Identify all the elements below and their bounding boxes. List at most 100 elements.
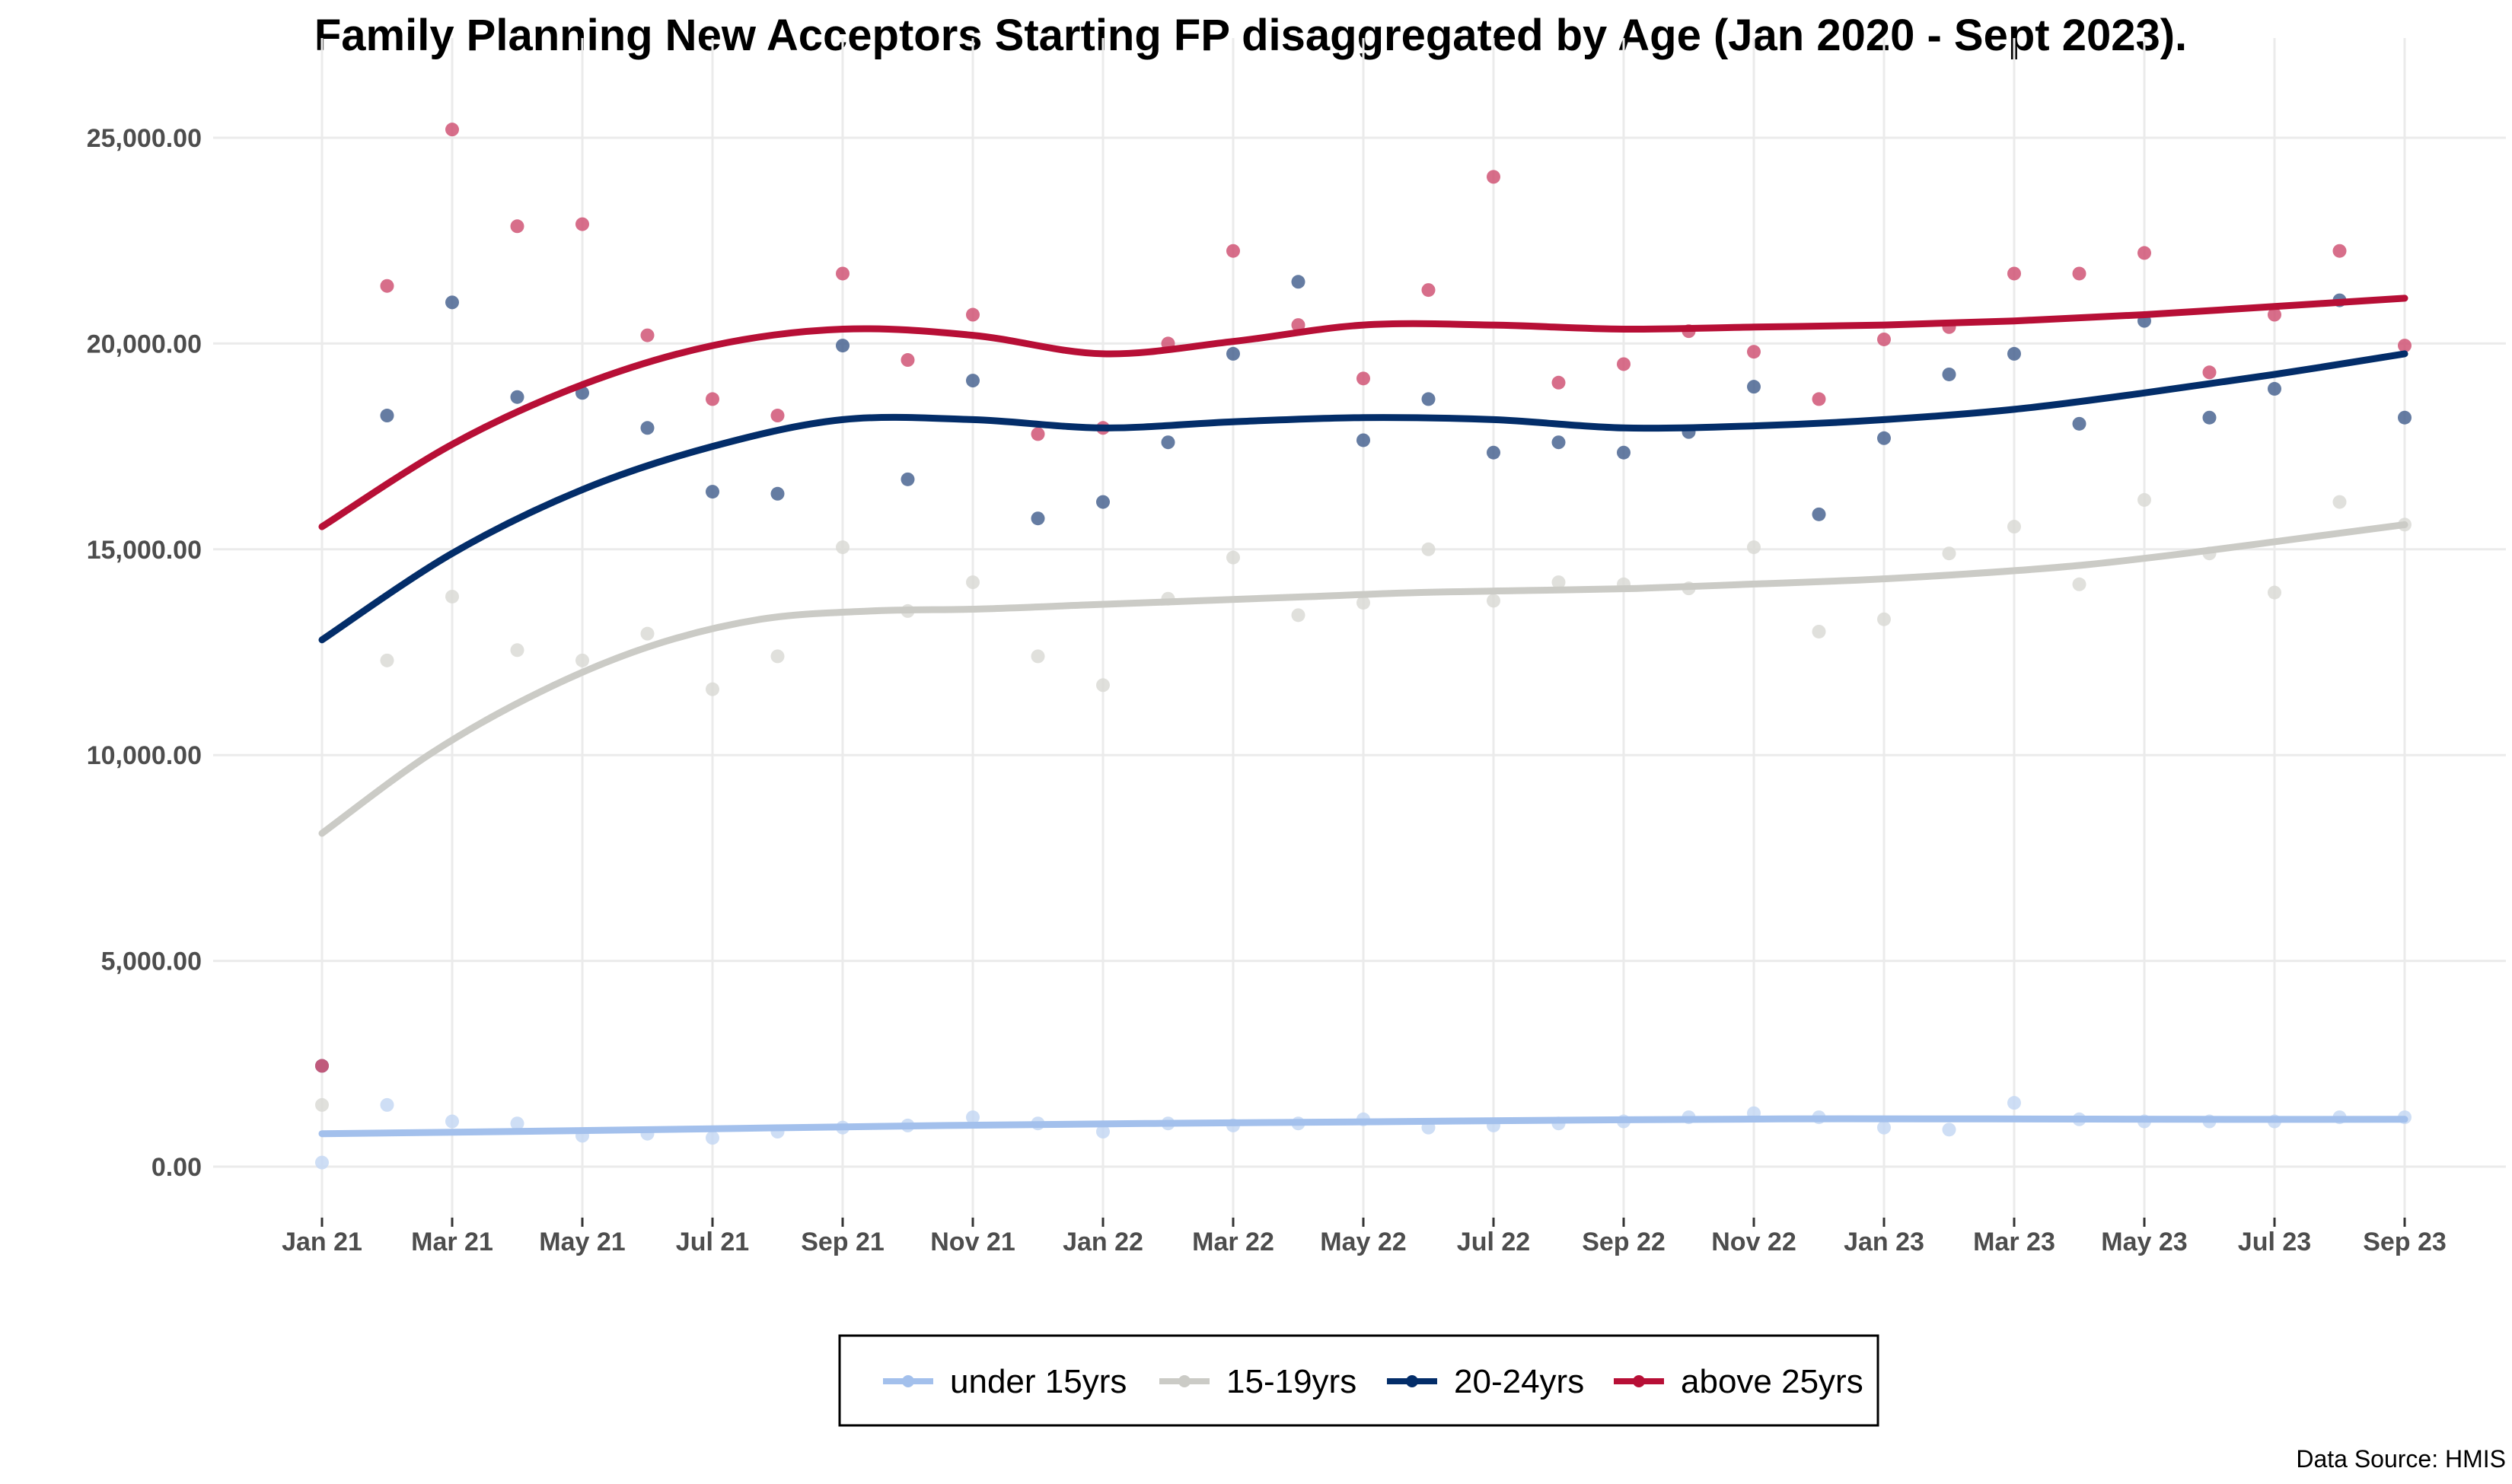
point-20-24yrs	[2202, 410, 2217, 425]
data-source-caption: Data Source: HMIS	[2296, 1445, 2506, 1473]
grid	[213, 38, 2506, 1218]
point-above-25yrs	[315, 1059, 329, 1073]
x-tick-label: Mar 23	[1973, 1228, 2055, 1256]
point-above-25yrs	[1877, 332, 1891, 346]
x-tick-label: Jan 22	[1063, 1228, 1143, 1256]
y-tick-label: 15,000.00	[87, 536, 202, 565]
point-above-25yrs	[1487, 170, 1500, 184]
point-15-19yrs	[315, 1097, 329, 1112]
x-axis-tick-labels: Jan 21 Mar 21 May 21 Jul 21 Sep 21 Nov 21 Jan …	[282, 1218, 2447, 1256]
point-above-25yrs	[770, 409, 785, 423]
x-tick-label: Sep 21	[801, 1228, 885, 1256]
point-above-25yrs	[1617, 357, 1631, 371]
point-above-25yrs	[1291, 318, 1305, 333]
point-15-19yrs	[1031, 649, 1045, 664]
point-15-19yrs	[706, 682, 719, 696]
point-above-25yrs	[706, 392, 719, 406]
point-15-19yrs	[1877, 612, 1891, 626]
point-above-25yrs	[445, 123, 459, 137]
point-under-15yrs	[315, 1155, 329, 1170]
point-20-24yrs	[706, 485, 719, 499]
point-20-24yrs	[445, 295, 459, 310]
point-15-19yrs	[1356, 596, 1370, 610]
y-tick-label: 20,000.00	[87, 330, 202, 358]
trend-line-20-24yrs	[318, 350, 2408, 644]
point-20-24yrs	[1356, 433, 1370, 447]
legend-key-point-above-25yrs	[1633, 1375, 1645, 1387]
point-above-25yrs	[510, 219, 524, 234]
legend-key-point-under-15yrs	[902, 1375, 914, 1387]
y-tick-label: 25,000.00	[87, 124, 202, 153]
point-above-25yrs	[1031, 427, 1045, 441]
point-above-25yrs	[380, 279, 394, 293]
x-tick-label: Mar 21	[411, 1228, 493, 1256]
point-20-24yrs	[1226, 346, 1240, 361]
point-20-24yrs	[1877, 431, 1891, 445]
point-20-24yrs	[1421, 392, 1436, 406]
chart-title: Family Planning New Acceptors Starting F…	[314, 11, 2187, 60]
point-20-24yrs	[1617, 445, 1631, 460]
point-under-15yrs	[1096, 1125, 1110, 1139]
point-above-25yrs	[1356, 371, 1370, 386]
point-above-25yrs	[1747, 345, 1761, 359]
x-tick-label: Jul 23	[2238, 1228, 2311, 1256]
point-20-24yrs	[2398, 410, 2412, 425]
point-under-15yrs	[706, 1131, 719, 1145]
point-above-25yrs	[575, 217, 589, 231]
point-15-19yrs	[2007, 520, 2021, 534]
point-15-19yrs	[380, 653, 394, 667]
point-20-24yrs	[2268, 381, 2281, 396]
point-above-25yrs	[2007, 266, 2021, 281]
point-15-19yrs	[2072, 577, 2086, 591]
legend-label-under-15yrs: under 15yrs	[950, 1363, 1127, 1400]
point-under-15yrs	[510, 1116, 524, 1131]
trend-line-under-15yrs	[318, 1115, 2408, 1138]
point-above-25yrs	[640, 328, 655, 342]
x-tick-label: May 23	[2101, 1228, 2187, 1256]
legend-label-above-25yrs: above 25yrs	[1681, 1363, 1863, 1400]
point-above-25yrs	[2072, 266, 2086, 281]
point-above-25yrs	[1551, 375, 1566, 390]
x-tick-label: Sep 22	[1582, 1228, 1666, 1256]
trend-line-15-19yrs	[318, 521, 2408, 837]
x-tick-label: Jan 23	[1844, 1228, 1924, 1256]
legend-label-15-19yrs: 15-19yrs	[1226, 1363, 1356, 1400]
legend: under 15yrs 15-19yrs 20-24yrs above 25yrs	[838, 1334, 1879, 1427]
point-15-19yrs	[640, 626, 655, 641]
point-20-24yrs	[836, 339, 850, 353]
point-20-24yrs	[1031, 511, 1045, 526]
point-15-19yrs	[966, 575, 980, 590]
point-15-19yrs	[1942, 546, 1956, 561]
point-15-19yrs	[1421, 542, 1436, 556]
x-tick-label: May 21	[539, 1228, 625, 1256]
y-axis-tick-labels: 0.00 5,000.00 10,000.00 15,000.00 20,000.00 2…	[87, 124, 202, 1182]
point-15-19yrs	[445, 589, 459, 603]
x-tick-label: Jan 21	[282, 1228, 362, 1256]
point-20-24yrs	[1487, 445, 1500, 460]
point-15-19yrs	[1487, 594, 1500, 608]
point-20-24yrs	[1551, 435, 1566, 450]
point-20-24yrs	[966, 374, 980, 388]
legend-key-point-20-24yrs	[1406, 1375, 1418, 1387]
point-under-15yrs	[1942, 1123, 1956, 1137]
point-15-19yrs	[2268, 585, 2281, 600]
point-above-25yrs	[2137, 246, 2151, 260]
point-20-24yrs	[2072, 416, 2086, 431]
y-tick-label: 10,000.00	[87, 741, 202, 770]
trend-lines	[318, 295, 2408, 1138]
legend-box	[838, 1334, 1879, 1427]
point-15-19yrs	[1747, 540, 1761, 555]
point-above-25yrs	[2398, 339, 2412, 353]
legend-key-point-15-19yrs	[1178, 1375, 1191, 1387]
point-above-25yrs	[2332, 244, 2347, 258]
point-above-25yrs	[2268, 307, 2281, 322]
y-tick-label: 0.00	[151, 1153, 202, 1182]
point-20-24yrs	[380, 409, 394, 423]
trend-line-above-25yrs	[318, 295, 2408, 530]
point-15-19yrs	[836, 540, 850, 555]
point-under-15yrs	[380, 1097, 394, 1112]
x-tick-label: Jul 21	[676, 1228, 749, 1256]
x-tick-label: Nov 22	[1711, 1228, 1796, 1256]
point-above-25yrs	[1812, 392, 1826, 406]
